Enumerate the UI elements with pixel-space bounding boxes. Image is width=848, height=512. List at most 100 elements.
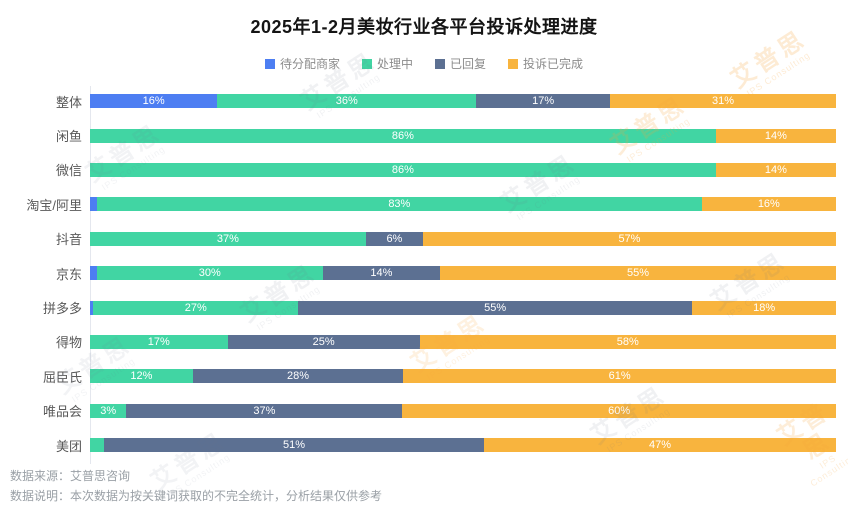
chart-row: 微信 86% 14% bbox=[4, 153, 836, 187]
segment-value-label: 16% bbox=[142, 95, 165, 108]
legend-label: 已回复 bbox=[450, 57, 487, 71]
legend-item-completed: 投诉已完成 bbox=[508, 55, 583, 72]
bar-segment-orange: 57% bbox=[422, 231, 836, 246]
segment-value-label: 60% bbox=[608, 404, 631, 417]
legend-swatch-completed-icon bbox=[508, 58, 519, 69]
bar-segment-dark: 51% bbox=[104, 438, 485, 453]
bar-segment-dark: 17% bbox=[476, 94, 611, 109]
legend-label: 处理中 bbox=[376, 57, 413, 71]
bar-track: 17% 25% 58% bbox=[90, 334, 836, 349]
bar-segment-blue: 16% bbox=[90, 94, 218, 109]
bar-segment-orange: 47% bbox=[484, 438, 836, 453]
legend-label: 投诉已完成 bbox=[523, 57, 584, 71]
segment-value-label: 57% bbox=[618, 232, 641, 245]
chart-row: 拼多多 27% 55% 18% bbox=[4, 290, 836, 324]
bar-segment-green bbox=[90, 438, 105, 453]
segment-value-label: 61% bbox=[608, 370, 631, 383]
bar-track: 83% 16% bbox=[90, 197, 836, 212]
segment-value-label: 3% bbox=[100, 404, 117, 417]
bar-segment-orange: 55% bbox=[440, 266, 836, 281]
data-source-note: 数据来源：艾普思咨询 bbox=[10, 469, 131, 483]
bar-segment-dark: 14% bbox=[322, 266, 441, 281]
bar-segment-orange: 16% bbox=[701, 197, 836, 212]
segment-value-label: 12% bbox=[130, 370, 153, 383]
chart-row: 京东 30% 14% 55% bbox=[4, 256, 836, 290]
chart-row: 闲鱼 86% 14% bbox=[4, 118, 836, 152]
bar-segment-orange: 18% bbox=[692, 300, 836, 315]
legend: 待分配商家 处理中 已回复 投诉已完成 bbox=[0, 55, 848, 72]
bar-track: 86% 14% bbox=[90, 162, 836, 177]
category-label: 抖音 bbox=[55, 232, 82, 248]
bar-segment-green: 27% bbox=[93, 300, 299, 315]
segment-value-label: 58% bbox=[616, 335, 639, 348]
bar-segment-green: 36% bbox=[217, 94, 477, 109]
footer: 数据来源：艾普思咨询 数据说明：本次数据为按关键词获取的不完全统计，分析结果仅供… bbox=[10, 466, 382, 506]
segment-value-label: 86% bbox=[391, 163, 414, 176]
bar-segment-orange: 60% bbox=[402, 403, 836, 418]
bar-segment-green: 83% bbox=[97, 197, 702, 212]
bar-segment-orange: 58% bbox=[419, 334, 836, 349]
bar-segment-blue bbox=[90, 300, 94, 315]
legend-swatch-pending-icon bbox=[264, 58, 275, 69]
bar-track: 16% 36% 17% 31% bbox=[90, 94, 836, 109]
bar-segment-dark: 37% bbox=[126, 403, 403, 418]
segment-value-label: 31% bbox=[712, 95, 735, 108]
bar-track: 12% 28% 61% bbox=[90, 369, 836, 384]
category-label: 闲鱼 bbox=[55, 129, 82, 145]
segment-value-label: 6% bbox=[386, 232, 403, 245]
legend-swatch-processing-icon bbox=[361, 58, 372, 69]
segment-value-label: 83% bbox=[388, 198, 411, 211]
bar-segment-blue bbox=[90, 197, 98, 212]
chart-row: 淘宝/阿里 83% 16% bbox=[4, 187, 836, 221]
chart-row: 抖音 37% 6% 57% bbox=[4, 222, 836, 256]
segment-value-label: 37% bbox=[253, 404, 276, 417]
legend-label: 待分配商家 bbox=[279, 57, 340, 71]
chart-row: 得物 17% 25% 58% bbox=[4, 325, 836, 359]
segment-value-label: 27% bbox=[184, 301, 207, 314]
segment-value-label: 25% bbox=[312, 335, 335, 348]
bar-segment-green: 17% bbox=[90, 334, 228, 349]
legend-swatch-replied-icon bbox=[435, 58, 445, 69]
segment-value-label: 55% bbox=[626, 267, 650, 280]
segment-value-label: 18% bbox=[753, 301, 776, 314]
bar-track: 37% 6% 57% bbox=[90, 231, 836, 246]
category-label: 微信 bbox=[55, 163, 82, 179]
bar-track: 51% 47% bbox=[90, 438, 836, 453]
segment-value-label: 37% bbox=[216, 232, 239, 245]
segment-value-label: 86% bbox=[391, 129, 414, 142]
category-label: 唯品会 bbox=[42, 404, 82, 420]
bar-segment-green: 30% bbox=[96, 266, 323, 281]
segment-value-label: 55% bbox=[484, 301, 507, 314]
bar-segment-green: 86% bbox=[90, 128, 716, 143]
bar-segment-dark: 6% bbox=[365, 231, 423, 246]
category-label: 美团 bbox=[55, 438, 82, 454]
segment-value-label: 16% bbox=[757, 198, 780, 211]
chart-title: 2025年1-2月美妆行业各平台投诉处理进度 bbox=[250, 17, 598, 37]
segment-value-label: 14% bbox=[764, 163, 787, 176]
chart-row: 整体 16% 36% 17% 31% bbox=[4, 84, 836, 118]
stacked-bar-chart: 整体 16% 36% 17% 31% 闲鱼 86% 14% 微信 86% 14% 淘宝/阿里 83% 16… bbox=[4, 84, 836, 462]
segment-value-label: 51% bbox=[283, 439, 306, 452]
bar-segment-green: 37% bbox=[90, 231, 366, 246]
bar-segment-green: 12% bbox=[90, 369, 193, 384]
segment-value-label: 28% bbox=[287, 370, 310, 383]
segment-value-label: 47% bbox=[649, 439, 672, 452]
segment-value-label: 36% bbox=[335, 95, 358, 108]
bar-segment-blue bbox=[90, 266, 97, 281]
bar-segment-orange: 14% bbox=[715, 128, 836, 143]
category-label: 得物 bbox=[55, 335, 82, 351]
category-label: 京东 bbox=[55, 266, 82, 282]
bar-track: 86% 14% bbox=[90, 128, 836, 143]
chart-row: 美团 51% 47% bbox=[4, 428, 836, 462]
bar-segment-orange: 61% bbox=[403, 369, 836, 384]
bar-segment-dark: 55% bbox=[298, 300, 693, 315]
bar-segment-orange: 14% bbox=[715, 162, 836, 177]
category-label: 屈臣氏 bbox=[42, 369, 82, 385]
category-label: 整体 bbox=[55, 94, 82, 110]
segment-value-label: 14% bbox=[370, 267, 393, 280]
bar-track: 27% 55% 18% bbox=[90, 300, 836, 315]
bar-track: 3% 37% 60% bbox=[90, 403, 836, 418]
segment-value-label: 30% bbox=[198, 267, 221, 280]
chart-row: 屈臣氏 12% 28% 61% bbox=[4, 359, 836, 393]
